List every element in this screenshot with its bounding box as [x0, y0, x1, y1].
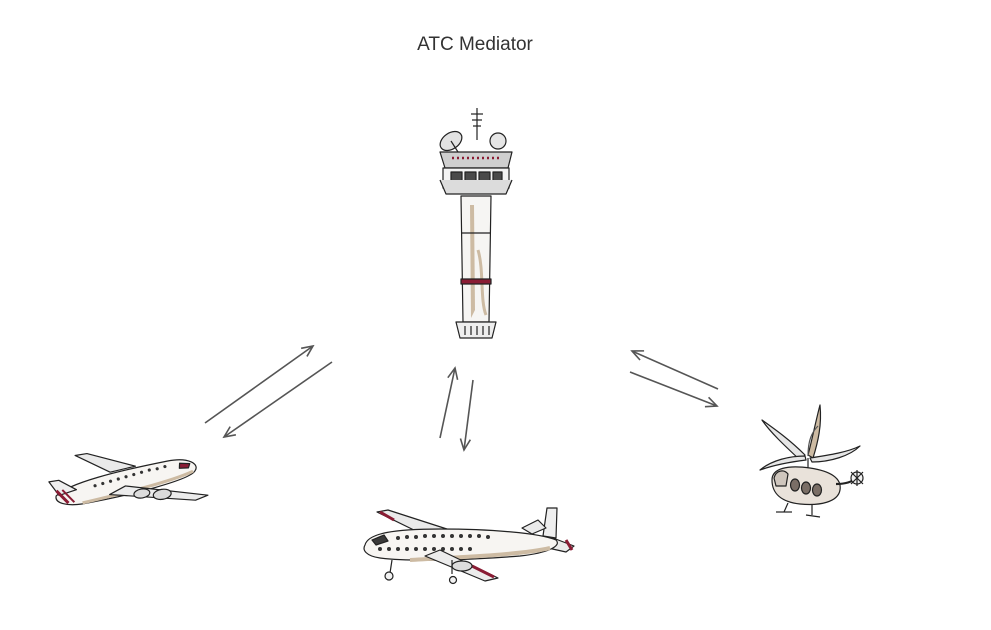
- arrow-tower-to-turboprop: [459, 379, 474, 452]
- arrow-turboprop-to-tower: [439, 366, 459, 439]
- arrow-tower-to-jet: [222, 361, 333, 439]
- jet-airliner-icon: [48, 452, 209, 506]
- arrows: [204, 344, 719, 452]
- control-tower-icon: [439, 108, 513, 339]
- turboprop-plane-icon: [363, 507, 575, 585]
- diagram-title: ATC Mediator: [417, 34, 533, 55]
- arrow-helicopter-to-tower: [630, 350, 719, 390]
- arrow-jet-to-tower: [204, 344, 315, 424]
- helicopter-icon: [759, 404, 864, 518]
- arrow-tower-to-helicopter: [629, 371, 719, 408]
